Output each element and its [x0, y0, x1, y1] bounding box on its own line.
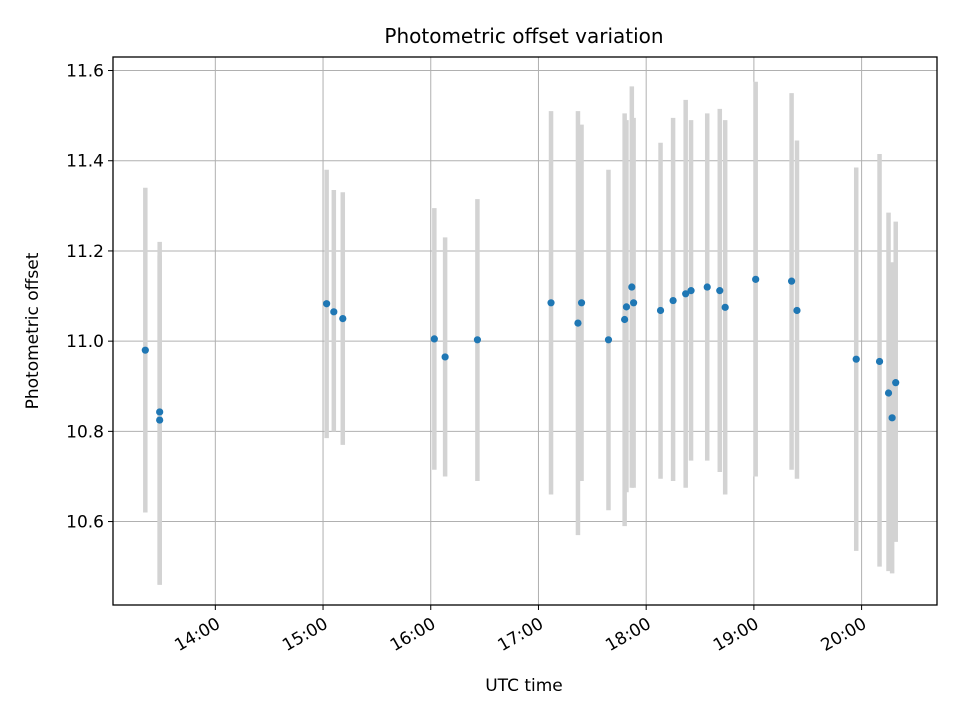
data-point	[892, 379, 900, 387]
data-point	[547, 299, 555, 307]
y-axis: 10.6 10.8 11.0 11.2 11.4 11.6	[66, 62, 113, 533]
data-point	[793, 306, 801, 315]
data-point	[687, 287, 695, 295]
x-tick-label: 14:00	[171, 614, 223, 656]
data-point	[875, 357, 884, 366]
x-tick-label: 19:00	[710, 614, 762, 656]
y-tick-label: 11.2	[66, 242, 104, 262]
data-point	[656, 306, 665, 315]
x-tick-label: 16:00	[387, 614, 439, 656]
data-point	[330, 308, 338, 316]
data-point	[787, 277, 796, 285]
x-axis-title: UTC time	[485, 676, 563, 696]
data-point	[630, 299, 638, 307]
y-tick-label: 10.8	[66, 422, 104, 442]
data-point	[156, 416, 164, 424]
data-point	[141, 346, 149, 354]
x-tick-label: 15:00	[279, 614, 331, 656]
data-point	[752, 275, 760, 283]
y-tick-label: 11.0	[66, 332, 104, 352]
data-point	[852, 355, 860, 363]
y-tick-label: 11.4	[66, 152, 104, 172]
data-point	[703, 283, 711, 291]
data-point	[884, 389, 893, 397]
data-point	[156, 408, 164, 416]
data-point	[441, 353, 449, 361]
data-point	[721, 303, 729, 311]
data-point	[682, 290, 690, 298]
x-tick-label: 18:00	[602, 614, 654, 656]
data-point	[574, 319, 582, 327]
plot-frame	[112, 56, 938, 606]
point-layer	[141, 275, 900, 424]
x-tick-label: 20:00	[818, 614, 870, 656]
chart-title: Photometric offset variation	[384, 24, 663, 48]
y-tick-label: 11.6	[66, 62, 104, 82]
data-point	[339, 314, 347, 323]
data-point	[621, 315, 629, 324]
y-tick-label: 10.6	[66, 513, 104, 533]
data-point	[323, 300, 331, 308]
data-point	[622, 303, 631, 311]
data-point	[604, 336, 613, 344]
data-point	[888, 414, 896, 422]
data-point	[716, 287, 724, 295]
data-point	[628, 283, 636, 291]
x-axis: 14:00 15:00 16:00 17:00 18:00 19:00 20:00	[171, 605, 870, 656]
data-point	[577, 299, 586, 307]
data-point	[669, 296, 677, 305]
x-tick-label: 17:00	[495, 614, 547, 656]
data-point	[473, 336, 482, 344]
y-axis-title: Photometric offset	[23, 252, 43, 409]
grid-layer	[113, 57, 937, 605]
errorbar-layer	[143, 81, 898, 585]
data-point	[430, 335, 438, 343]
